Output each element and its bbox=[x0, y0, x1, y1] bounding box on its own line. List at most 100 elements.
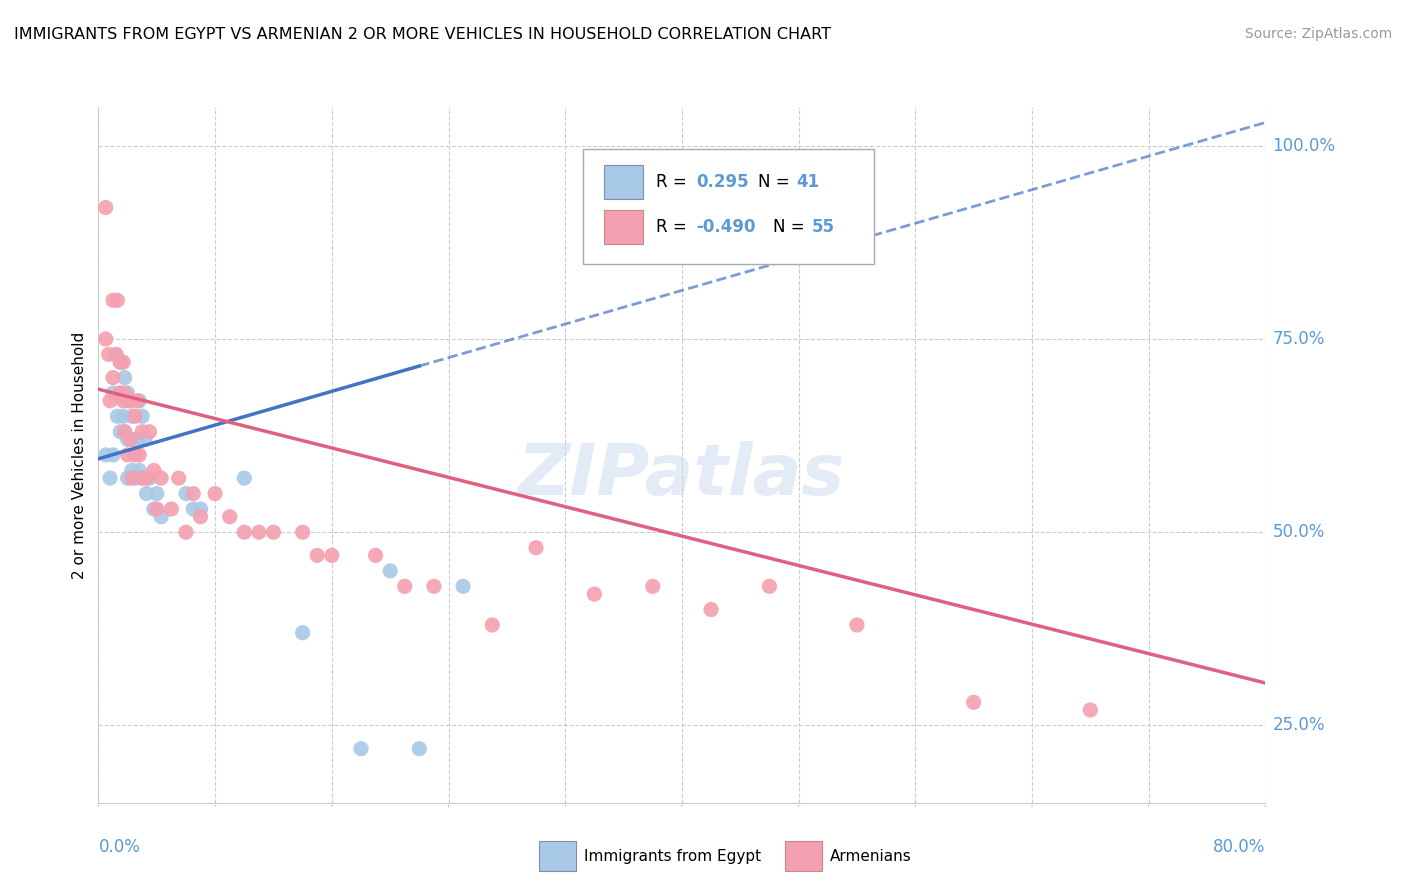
Point bbox=[142, 502, 165, 516]
Text: 41: 41 bbox=[796, 173, 820, 191]
Point bbox=[262, 525, 284, 540]
Text: 100.0%: 100.0% bbox=[1272, 136, 1336, 154]
Point bbox=[641, 579, 664, 593]
Text: N =: N = bbox=[773, 219, 810, 236]
Point bbox=[131, 471, 153, 485]
Point bbox=[291, 525, 314, 540]
Point bbox=[98, 471, 121, 485]
FancyBboxPatch shape bbox=[582, 149, 875, 263]
Point bbox=[190, 509, 212, 524]
Text: ZIPatlas: ZIPatlas bbox=[519, 442, 845, 510]
Point bbox=[135, 471, 157, 485]
Point bbox=[121, 409, 143, 424]
Point bbox=[127, 433, 149, 447]
Point bbox=[101, 293, 124, 308]
Point bbox=[204, 486, 226, 500]
Text: R =: R = bbox=[657, 173, 692, 191]
Point bbox=[700, 602, 723, 616]
Point bbox=[124, 433, 146, 447]
Point bbox=[117, 393, 139, 408]
Point bbox=[110, 386, 132, 401]
Point bbox=[583, 587, 606, 601]
Point bbox=[134, 433, 156, 447]
Point bbox=[112, 409, 135, 424]
Point bbox=[408, 741, 430, 756]
Point bbox=[117, 386, 139, 401]
Point bbox=[121, 463, 143, 477]
Point bbox=[218, 509, 240, 524]
Point bbox=[127, 393, 149, 408]
FancyBboxPatch shape bbox=[603, 165, 644, 199]
Text: 50.0%: 50.0% bbox=[1272, 524, 1324, 541]
Point bbox=[131, 425, 153, 439]
Point bbox=[94, 448, 117, 462]
Text: 0.0%: 0.0% bbox=[98, 838, 141, 856]
Text: 80.0%: 80.0% bbox=[1213, 838, 1265, 856]
Point bbox=[190, 502, 212, 516]
Point bbox=[114, 425, 136, 439]
Text: N =: N = bbox=[758, 173, 794, 191]
Point bbox=[104, 347, 127, 361]
Point bbox=[124, 409, 146, 424]
Point bbox=[233, 471, 256, 485]
Point bbox=[167, 471, 190, 485]
Point bbox=[233, 525, 256, 540]
Point bbox=[160, 502, 183, 516]
Point bbox=[321, 549, 343, 563]
Point bbox=[247, 525, 270, 540]
Point bbox=[138, 425, 160, 439]
Point bbox=[105, 409, 128, 424]
Point bbox=[146, 486, 169, 500]
Point bbox=[423, 579, 446, 593]
Point bbox=[124, 471, 146, 485]
Point bbox=[481, 618, 503, 632]
Point bbox=[962, 695, 984, 709]
Point bbox=[378, 564, 402, 578]
Point bbox=[101, 370, 124, 384]
Point bbox=[104, 347, 127, 361]
Text: 0.295: 0.295 bbox=[696, 173, 748, 191]
Point bbox=[291, 625, 314, 640]
Point bbox=[128, 463, 150, 477]
Point bbox=[110, 355, 132, 369]
Point bbox=[128, 393, 150, 408]
Point bbox=[174, 486, 197, 500]
Point bbox=[120, 433, 142, 447]
Text: -0.490: -0.490 bbox=[696, 219, 755, 236]
Text: Armenians: Armenians bbox=[830, 849, 912, 863]
Point bbox=[101, 448, 124, 462]
Point bbox=[94, 201, 117, 215]
Point bbox=[135, 486, 157, 500]
Point bbox=[758, 579, 780, 593]
Point bbox=[364, 549, 387, 563]
Point bbox=[124, 448, 146, 462]
Point bbox=[1080, 703, 1102, 717]
Point bbox=[174, 525, 197, 540]
Point bbox=[524, 541, 547, 555]
Text: 55: 55 bbox=[811, 219, 834, 236]
Point bbox=[142, 463, 165, 477]
Point bbox=[117, 433, 139, 447]
Point bbox=[138, 471, 160, 485]
Point bbox=[307, 549, 329, 563]
Point bbox=[105, 293, 128, 308]
Point bbox=[150, 509, 173, 524]
Point bbox=[131, 409, 153, 424]
FancyBboxPatch shape bbox=[603, 210, 644, 244]
Text: R =: R = bbox=[657, 219, 692, 236]
Point bbox=[114, 425, 136, 439]
Point bbox=[112, 355, 135, 369]
Point bbox=[120, 433, 142, 447]
Point bbox=[845, 618, 868, 632]
Text: IMMIGRANTS FROM EGYPT VS ARMENIAN 2 OR MORE VEHICLES IN HOUSEHOLD CORRELATION CH: IMMIGRANTS FROM EGYPT VS ARMENIAN 2 OR M… bbox=[14, 27, 831, 42]
Point bbox=[181, 486, 204, 500]
Text: 25.0%: 25.0% bbox=[1272, 716, 1324, 734]
Point bbox=[117, 448, 139, 462]
Point bbox=[101, 386, 124, 401]
Text: 75.0%: 75.0% bbox=[1272, 330, 1324, 348]
Point bbox=[120, 393, 142, 408]
Point bbox=[112, 393, 135, 408]
Y-axis label: 2 or more Vehicles in Household: 2 or more Vehicles in Household bbox=[72, 331, 87, 579]
Point bbox=[97, 347, 120, 361]
Point bbox=[120, 393, 142, 408]
